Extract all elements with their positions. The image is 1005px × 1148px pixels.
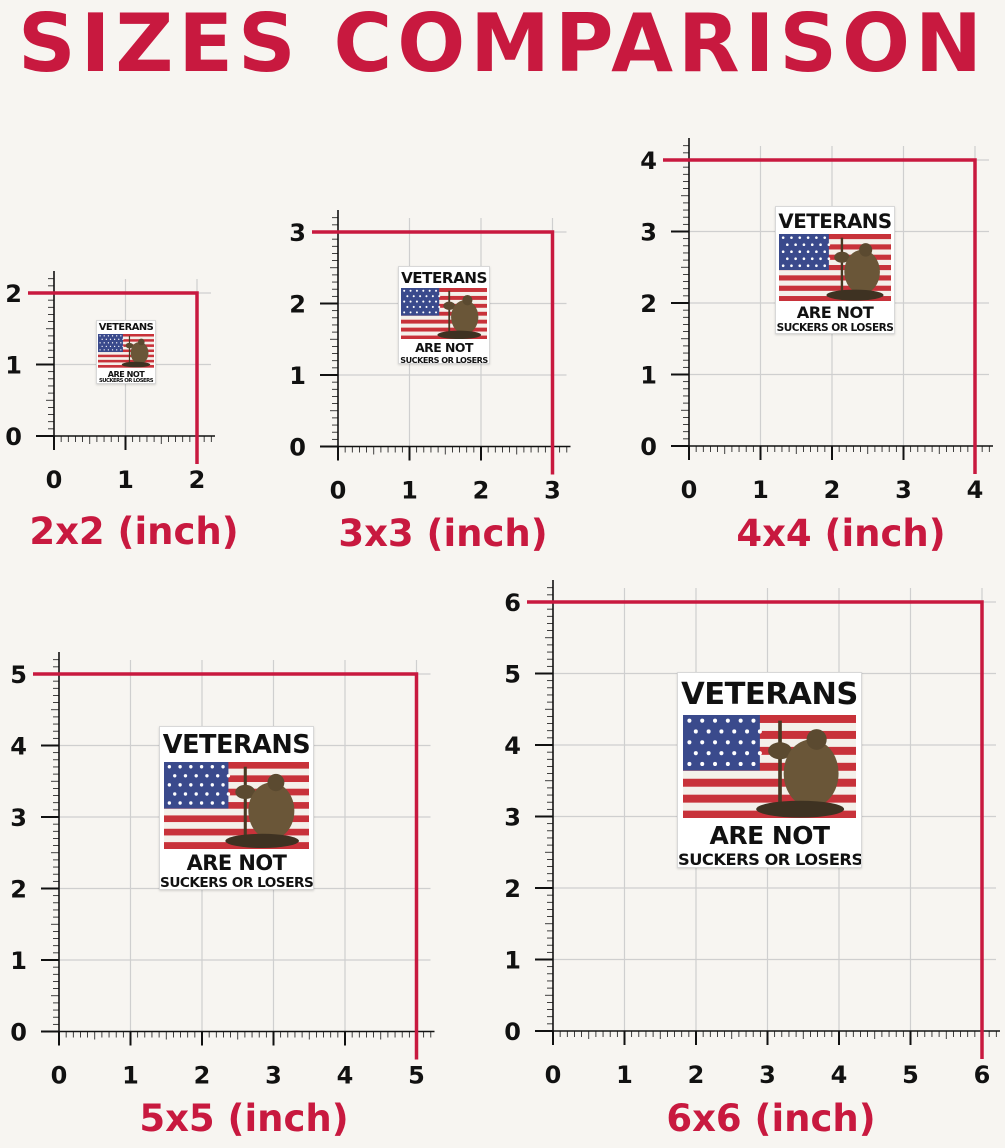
y-tick-label: 4: [504, 732, 521, 760]
y-tick-label: 0: [504, 1018, 521, 1046]
y-tick-label: 3: [504, 804, 521, 832]
y-tick-label: 0: [10, 1018, 27, 1046]
sticker-line-suckers-or-losers: SUCKERS OR LOSERS: [400, 355, 488, 364]
ruler-grid-2x2: 00 1 1 2 2: [5, 271, 215, 494]
x-tick-label: 3: [544, 476, 561, 504]
sticker-preview: VETERANS ARE NOT SUCKERS OR LOSERS: [677, 672, 862, 868]
x-tick-label: 1: [401, 476, 418, 504]
y-tick-label: 6: [504, 589, 521, 617]
y-tick-label: 2: [10, 875, 27, 903]
y-tick-label: 0: [5, 423, 22, 451]
sticker-line-suckers-or-losers: SUCKERS OR LOSERS: [678, 850, 862, 868]
sticker-title: VETERANS: [98, 322, 154, 334]
y-tick-label: 2: [504, 875, 521, 903]
x-tick-label: 1: [752, 476, 769, 504]
x-tick-label: 5: [902, 1061, 919, 1089]
x-tick-label: 4: [337, 1061, 354, 1089]
flag-soldier-image: [97, 334, 155, 369]
x-tick-label: 0: [51, 1061, 68, 1089]
x-tick-label: 3: [265, 1061, 282, 1089]
y-tick-label: 4: [10, 732, 27, 760]
size-marker: [33, 671, 419, 1059]
y-tick-label: 1: [10, 947, 27, 975]
flag-soldier-image: [778, 233, 892, 302]
y-tick-label: 3: [10, 804, 27, 832]
x-tick-label: 2: [473, 476, 490, 504]
sticker-line-are-not: ARE NOT: [415, 339, 473, 355]
y-tick-label: 1: [5, 352, 22, 380]
x-tick-label: 4: [967, 476, 984, 504]
x-tick-label: 1: [616, 1061, 633, 1089]
sticker-title: VETERANS: [681, 677, 858, 713]
x-tick-label: 5: [408, 1061, 425, 1089]
y-tick-label: 5: [504, 661, 521, 689]
flag-soldier-image: [400, 287, 488, 340]
y-tick-label: 1: [640, 362, 657, 390]
sticker-line-suckers-or-losers: SUCKERS OR LOSERS: [776, 322, 894, 334]
x-tick-label: 0: [330, 476, 347, 504]
y-tick-label: 3: [289, 219, 306, 247]
page-title: SIZES COMPARISON: [18, 0, 987, 90]
y-tick-label: 0: [289, 433, 306, 461]
sticker-title: VETERANS: [162, 730, 311, 761]
x-tick-label: 2: [688, 1061, 705, 1089]
x-tick-label: 0: [681, 476, 698, 504]
size-label: 6x6 (inch): [666, 1097, 876, 1140]
size-marker: [312, 229, 555, 474]
sticker-preview: VETERANS ARE NOT SUCKERS OR LOSERS: [159, 726, 314, 890]
x-tick-label: 3: [759, 1061, 776, 1089]
x-tick-label: 2: [824, 476, 841, 504]
ruler-grid-4x4: 00 1 1 2 2 3 3 4 4: [640, 138, 993, 504]
x-tick-label: 1: [122, 1061, 139, 1089]
sticker-line-suckers-or-losers: SUCKERS OR LOSERS: [160, 875, 314, 890]
y-tick-label: 3: [640, 219, 657, 247]
sticker-preview: VETERANS ARE NOT SUCKERS OR LOSERS: [96, 320, 156, 384]
y-tick-label: 4: [640, 147, 657, 175]
x-tick-label: 2: [194, 1061, 211, 1089]
flag-soldier-image: [682, 714, 857, 819]
x-tick-label: 0: [545, 1061, 562, 1089]
size-label: 3x3 (inch): [338, 512, 548, 555]
x-tick-label: 4: [831, 1061, 848, 1089]
x-tick-label: 2: [189, 466, 206, 494]
y-tick-label: 1: [289, 362, 306, 390]
y-tick-label: 2: [289, 290, 306, 318]
y-tick-label: 1: [504, 947, 521, 975]
sticker-title: VETERANS: [778, 209, 892, 233]
x-tick-label: 3: [895, 476, 912, 504]
sticker-title: VETERANS: [401, 268, 487, 287]
y-tick-label: 0: [640, 433, 657, 461]
sticker-line-are-not: ARE NOT: [796, 302, 874, 322]
size-marker: [527, 600, 984, 1059]
sticker-line-are-not: ARE NOT: [186, 851, 287, 876]
size-label: 4x4 (inch): [736, 512, 946, 555]
x-tick-label: 0: [46, 466, 63, 494]
sticker-line-are-not: ARE NOT: [107, 368, 145, 379]
size-label: 5x5 (inch): [139, 1097, 349, 1140]
sticker-line-are-not: ARE NOT: [709, 820, 830, 850]
x-tick-label: 1: [117, 466, 134, 494]
x-tick-label: 6: [974, 1061, 991, 1089]
y-tick-label: 2: [5, 280, 22, 308]
size-marker: [28, 291, 199, 464]
y-tick-label: 5: [10, 661, 27, 689]
size-marker: [663, 158, 977, 474]
size-label: 2x2 (inch): [29, 510, 239, 553]
sticker-preview: VETERANS ARE NOT SUCKERS OR LOSERS: [775, 206, 895, 334]
y-tick-label: 2: [640, 290, 657, 318]
sticker-preview: VETERANS ARE NOT SUCKERS OR LOSERS: [398, 266, 490, 364]
flag-soldier-image: [163, 761, 310, 849]
sticker-line-suckers-or-losers: SUCKERS OR LOSERS: [98, 378, 154, 384]
